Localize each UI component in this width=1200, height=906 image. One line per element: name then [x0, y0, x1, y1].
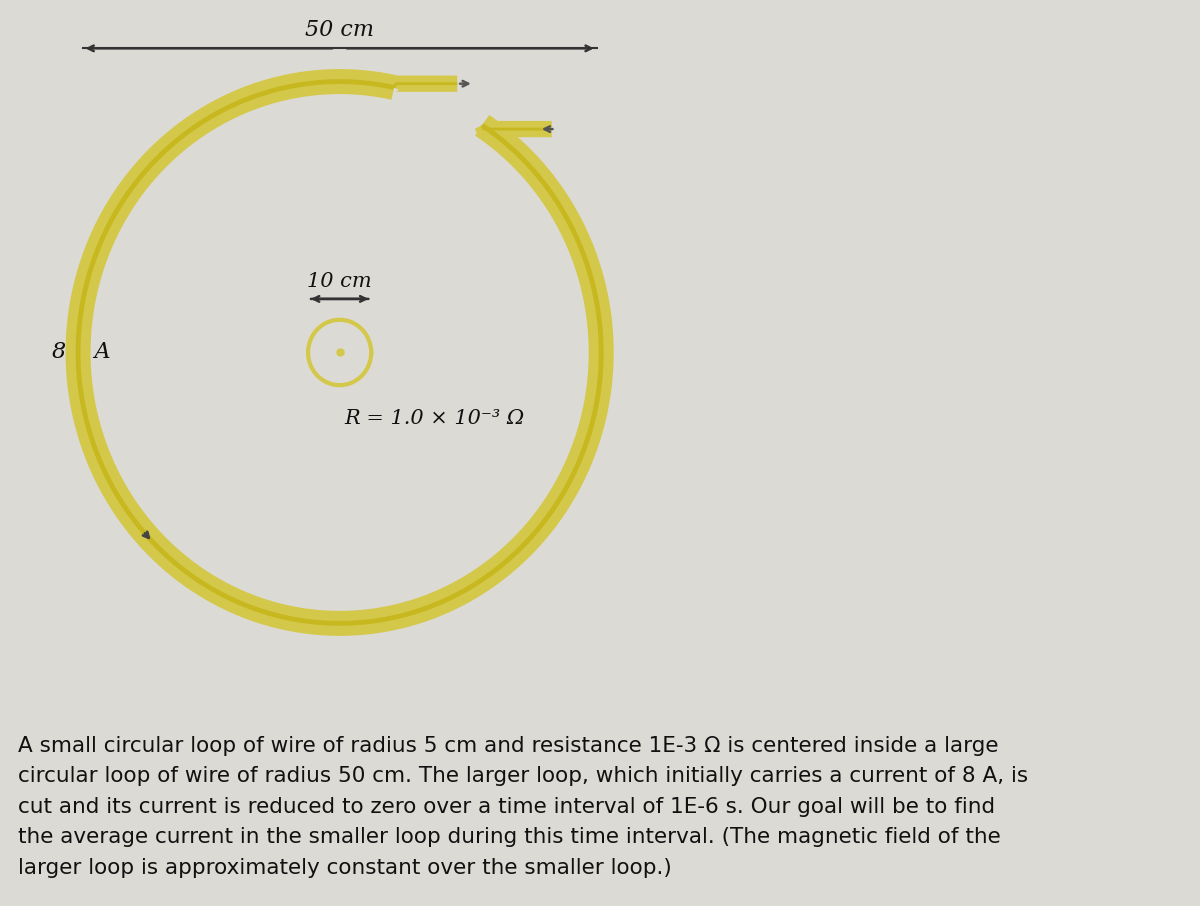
Text: 10 cm: 10 cm [307, 273, 372, 292]
Text: 50 cm: 50 cm [305, 19, 374, 41]
Text: R = 1.0 × 10⁻³ Ω: R = 1.0 × 10⁻³ Ω [344, 409, 524, 428]
Text: A small circular loop of wire of radius 5 cm and resistance 1E-3 Ω is centered i: A small circular loop of wire of radius … [18, 736, 1028, 878]
Text: 8.0 A: 8.0 A [53, 342, 112, 363]
